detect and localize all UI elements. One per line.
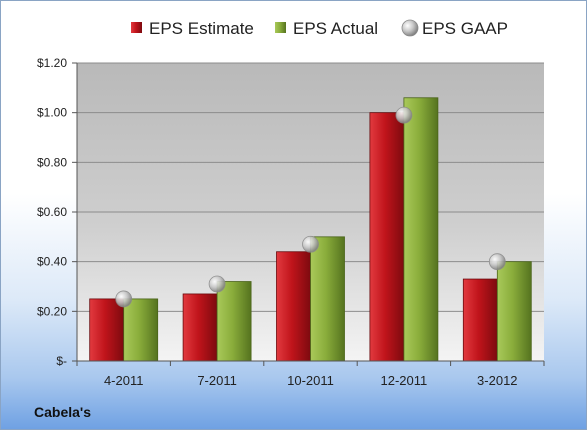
y-tick-label: $1.20	[37, 56, 67, 70]
legend-label: EPS GAAP	[422, 19, 508, 38]
x-axis: 4-2011 7-2011 10-2011 12-2011 3-2012	[76, 360, 545, 388]
legend-swatch	[275, 22, 286, 33]
y-tick-label: $0.60	[37, 205, 67, 219]
x-tick-label: 12-2011	[381, 373, 428, 388]
bar-actual	[216, 281, 252, 362]
bar-actual	[123, 298, 159, 362]
bars	[89, 97, 532, 362]
legend-swatch	[131, 22, 142, 33]
company-name: Cabela's	[34, 404, 92, 420]
y-axis: $- $0.20 $0.40 $0.60 $0.80 $1.00 $1.20	[37, 56, 78, 368]
gaap-marker	[395, 106, 413, 124]
bar-actual	[310, 236, 345, 362]
y-tick-label: $-	[56, 354, 67, 368]
legend-label: EPS Estimate	[149, 19, 254, 38]
gaap-marker	[115, 290, 133, 308]
bar-estimate	[182, 293, 218, 362]
legend-label: EPS Actual	[293, 19, 378, 38]
gaap-marker	[208, 275, 226, 293]
legend-marker	[401, 19, 419, 37]
gaap-marker	[302, 235, 319, 253]
bar-actual	[496, 261, 532, 362]
y-tick-label: $0.80	[37, 155, 67, 169]
x-tick-label: 7-2011	[197, 373, 237, 388]
y-tick-label: $0.20	[37, 304, 67, 318]
y-tick-label: $0.40	[37, 255, 67, 269]
bar-actual	[403, 97, 439, 362]
legend: EPS Estimate EPS Actual EPS GAAP	[131, 19, 508, 38]
bar-estimate	[369, 112, 405, 362]
gaap-markers	[115, 106, 506, 308]
gaap-marker	[488, 253, 506, 271]
y-tick-label: $1.00	[37, 106, 67, 120]
bar-estimate	[89, 298, 125, 362]
x-tick-label: 10-2011	[287, 373, 334, 388]
x-tick-label: 4-2011	[104, 373, 144, 388]
x-tick-label: 3-2012	[477, 373, 517, 388]
bar-estimate	[276, 251, 311, 362]
bar-estimate	[462, 278, 498, 362]
